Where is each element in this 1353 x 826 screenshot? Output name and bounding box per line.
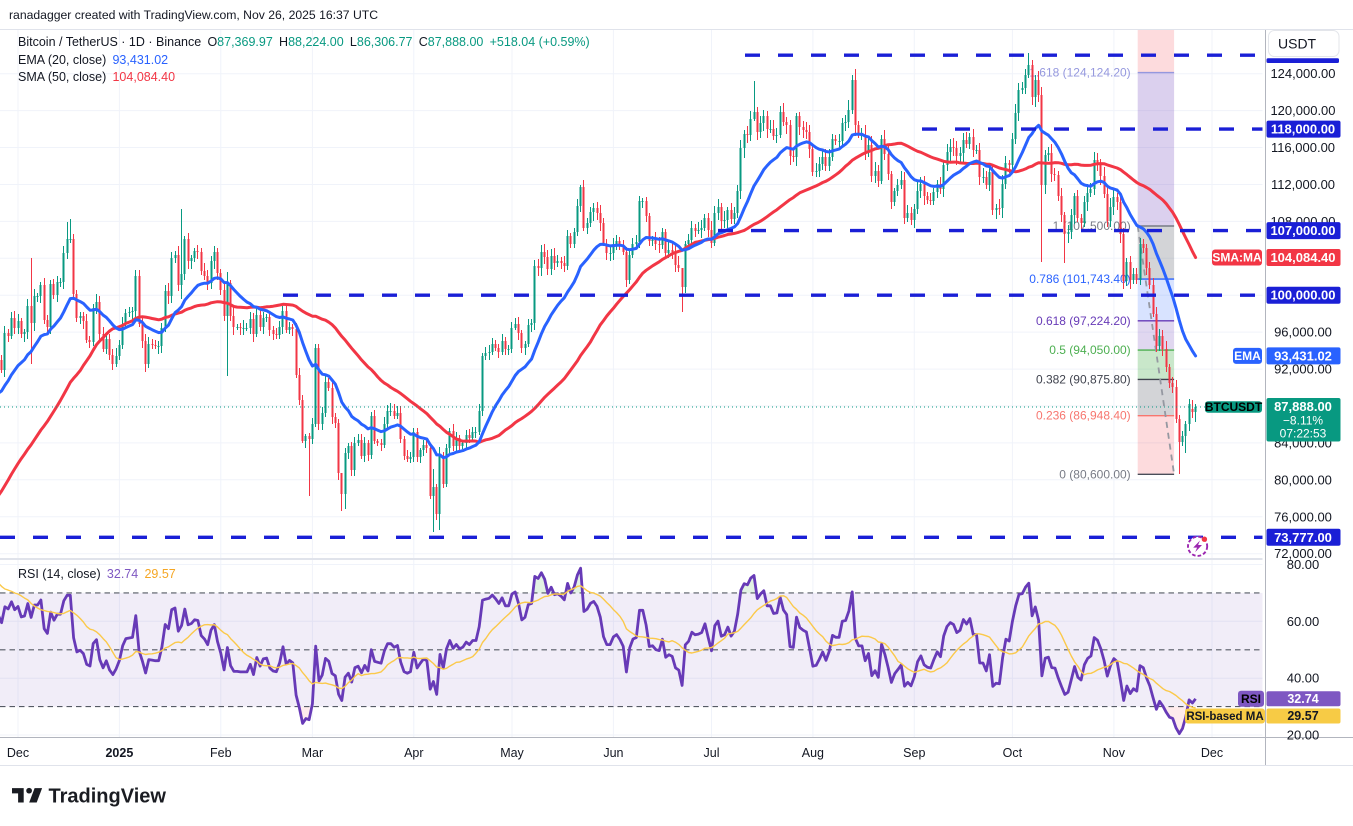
svg-text:60.00: 60.00 [1287, 614, 1320, 629]
svg-text:80,000.00: 80,000.00 [1274, 472, 1332, 487]
svg-text:USDT: USDT [1278, 36, 1317, 52]
svg-text:0.618 (97,224.20): 0.618 (97,224.20) [1036, 314, 1131, 328]
svg-text:Nov: Nov [1103, 746, 1126, 760]
svg-text:1.618 (124,124.20): 1.618 (124,124.20) [1029, 66, 1130, 80]
svg-text:Dec: Dec [7, 746, 29, 760]
svg-text:RSI: RSI [1241, 692, 1261, 706]
svg-text:Aug: Aug [802, 746, 824, 760]
svg-text:ranadagger created with Tradin: ranadagger created with TradingView.com,… [9, 8, 378, 22]
svg-text:RSI (14, close) 32.74 29.57: RSI (14, close) 32.74 29.57 [18, 567, 176, 581]
svg-text:87,888.00: 87,888.00 [1274, 399, 1332, 414]
svg-text:Feb: Feb [210, 746, 232, 760]
svg-text:SMA:MA: SMA:MA [1212, 251, 1262, 265]
svg-text:Jul: Jul [704, 746, 720, 760]
svg-text:40.00: 40.00 [1287, 671, 1320, 686]
svg-text:96,000.00: 96,000.00 [1274, 325, 1332, 340]
svg-text:Sep: Sep [903, 746, 925, 760]
svg-text:76,000.00: 76,000.00 [1274, 509, 1332, 524]
svg-text:0 (80,600.00): 0 (80,600.00) [1059, 467, 1130, 481]
svg-text:Apr: Apr [404, 746, 423, 760]
svg-text:20.00: 20.00 [1287, 728, 1320, 743]
svg-text:07:22:53: 07:22:53 [1280, 427, 1327, 441]
svg-text:0.236 (86,948.40): 0.236 (86,948.40) [1036, 409, 1131, 423]
svg-text:118,000.00: 118,000.00 [1271, 122, 1335, 137]
svg-text:100,000.00: 100,000.00 [1270, 288, 1335, 303]
svg-text:Oct: Oct [1003, 746, 1023, 760]
svg-text:104,084.40: 104,084.40 [1270, 250, 1335, 265]
svg-text:32.74: 32.74 [1287, 692, 1318, 706]
svg-text:RSI-based MA: RSI-based MA [1186, 711, 1263, 723]
svg-text:−8.11%: −8.11% [1283, 414, 1323, 428]
svg-text:EMA (20, close) 93,431.02: EMA (20, close) 93,431.02 [18, 53, 168, 67]
svg-text:0.5 (94,050.00): 0.5 (94,050.00) [1049, 343, 1130, 357]
svg-text:93,431.02: 93,431.02 [1274, 348, 1332, 363]
svg-text:Mar: Mar [302, 746, 324, 760]
svg-text:107,000.00: 107,000.00 [1270, 223, 1335, 238]
svg-text:BTCUSDT: BTCUSDT [1205, 400, 1263, 414]
svg-text:124,000.00: 124,000.00 [1270, 66, 1335, 81]
svg-text:Jun: Jun [603, 746, 623, 760]
svg-text:SMA (50, close) 104,084.40: SMA (50, close) 104,084.40 [18, 70, 175, 84]
svg-text:0.382 (90,875.80): 0.382 (90,875.80) [1036, 372, 1131, 386]
svg-text:Bitcoin / TetherUS · 1D · Bina: Bitcoin / TetherUS · 1D · Binance O87,36… [18, 35, 590, 49]
svg-text:112,000.00: 112,000.00 [1271, 177, 1335, 192]
svg-text:73,777.00: 73,777.00 [1274, 530, 1332, 545]
svg-text:29.57: 29.57 [1287, 709, 1318, 723]
svg-text:Dec: Dec [1201, 746, 1223, 760]
svg-text:2025: 2025 [105, 746, 133, 760]
svg-text:92,000.00: 92,000.00 [1274, 362, 1332, 377]
svg-text:120,000.00: 120,000.00 [1270, 103, 1335, 118]
svg-text:May: May [500, 746, 524, 760]
svg-text:0.786 (101,743.40): 0.786 (101,743.40) [1029, 272, 1130, 286]
svg-text:72,000.00: 72,000.00 [1274, 546, 1332, 561]
svg-text:EMA: EMA [1234, 349, 1261, 363]
svg-text:80.00: 80.00 [1287, 557, 1320, 572]
svg-text:TradingView: TradingView [49, 786, 167, 808]
svg-text:116,000.00: 116,000.00 [1271, 140, 1335, 155]
